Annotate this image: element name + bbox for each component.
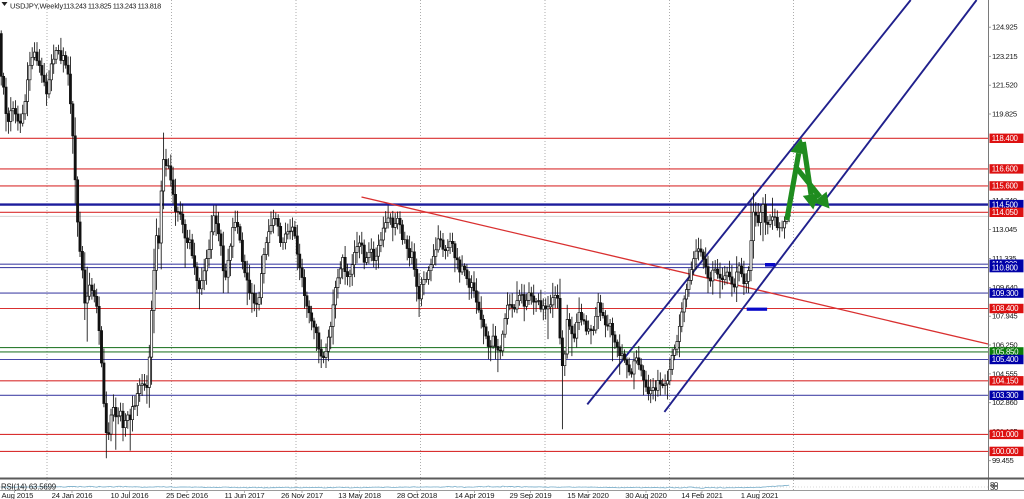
svg-text:15 Mar 2020: 15 Mar 2020 bbox=[567, 491, 609, 499]
svg-text:99.455: 99.455 bbox=[992, 456, 1013, 465]
svg-text:109.300: 109.300 bbox=[992, 289, 1019, 298]
svg-text:106.250: 106.250 bbox=[992, 341, 1017, 350]
svg-text:104.150: 104.150 bbox=[992, 377, 1019, 386]
svg-text:113.243 113.825 113.243 113.81: 113.243 113.825 113.243 113.818 bbox=[63, 2, 161, 11]
svg-text:119.825: 119.825 bbox=[992, 110, 1017, 119]
svg-text:30: 30 bbox=[990, 483, 998, 492]
svg-text:26 Nov 2017: 26 Nov 2017 bbox=[281, 491, 323, 499]
svg-text:28 Oct 2018: 28 Oct 2018 bbox=[397, 491, 437, 499]
svg-text:103.300: 103.300 bbox=[992, 391, 1019, 400]
svg-text:9 Aug 2015: 9 Aug 2015 bbox=[0, 491, 33, 499]
svg-text:100.000: 100.000 bbox=[992, 447, 1019, 456]
svg-text:1 Aug 2021: 1 Aug 2021 bbox=[741, 491, 778, 499]
svg-text:USDJPY,Weekly: USDJPY,Weekly bbox=[10, 2, 63, 11]
svg-text:RSI(14) 63.5699: RSI(14) 63.5699 bbox=[1, 482, 56, 491]
svg-text:105.850: 105.850 bbox=[992, 348, 1019, 357]
svg-text:116.600: 116.600 bbox=[992, 165, 1019, 174]
svg-text:107.945: 107.945 bbox=[992, 312, 1017, 321]
svg-text:105.400: 105.400 bbox=[992, 355, 1019, 364]
svg-text:121.520: 121.520 bbox=[992, 81, 1017, 90]
svg-text:30 Aug 2020: 30 Aug 2020 bbox=[625, 491, 667, 499]
svg-text:111.335: 111.335 bbox=[992, 254, 1016, 263]
svg-text:102.860: 102.860 bbox=[992, 398, 1017, 407]
svg-text:80: 80 bbox=[990, 480, 998, 489]
svg-text:13 May 2018: 13 May 2018 bbox=[338, 491, 381, 499]
svg-text:10 Jul 2016: 10 Jul 2016 bbox=[110, 491, 148, 499]
svg-text:113.045: 113.045 bbox=[992, 225, 1017, 234]
svg-text:123.215: 123.215 bbox=[992, 52, 1017, 61]
svg-text:104.555: 104.555 bbox=[992, 369, 1017, 378]
svg-text:11 Jun 2017: 11 Jun 2017 bbox=[224, 491, 264, 499]
svg-text:24 Jan 2016: 24 Jan 2016 bbox=[52, 491, 93, 499]
svg-text:109.640: 109.640 bbox=[992, 283, 1017, 292]
svg-text:14 Apr 2019: 14 Apr 2019 bbox=[455, 491, 495, 499]
svg-text:29 Sep 2019: 29 Sep 2019 bbox=[510, 491, 552, 499]
svg-text:108.400: 108.400 bbox=[992, 304, 1019, 313]
svg-text:25 Dec 2016: 25 Dec 2016 bbox=[166, 491, 208, 499]
svg-text:110.800: 110.800 bbox=[992, 263, 1019, 272]
svg-text:124.925: 124.925 bbox=[992, 23, 1017, 32]
svg-text:101.000: 101.000 bbox=[992, 430, 1019, 439]
svg-text:114.050: 114.050 bbox=[992, 208, 1019, 217]
svg-text:118.400: 118.400 bbox=[992, 134, 1019, 143]
svg-text:115.600: 115.600 bbox=[992, 182, 1019, 191]
svg-text:14 Feb 2021: 14 Feb 2021 bbox=[681, 491, 723, 499]
svg-text:114.500: 114.500 bbox=[992, 200, 1019, 209]
